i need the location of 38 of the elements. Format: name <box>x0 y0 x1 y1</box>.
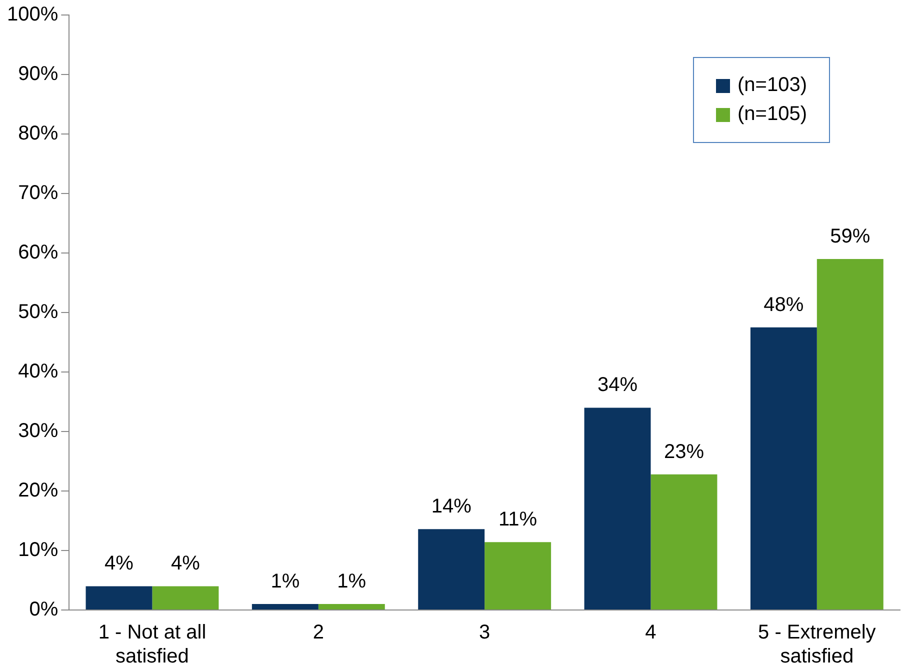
bar <box>152 586 219 610</box>
bar <box>318 604 385 610</box>
legend-label: (n=105) <box>736 103 807 126</box>
legend-label: (n=103) <box>736 74 807 97</box>
bar <box>584 408 651 610</box>
y-tick-label: 10% <box>18 539 58 562</box>
x-tick-label: 1 - Not at all satisfied <box>98 622 206 668</box>
data-label: 59% <box>830 225 870 248</box>
data-label: 23% <box>664 440 704 463</box>
bar <box>650 474 718 610</box>
data-label: 48% <box>764 294 804 316</box>
y-tick-label: 30% <box>18 420 58 442</box>
data-label: 4% <box>104 552 134 575</box>
x-tick-label: 5 - Extremely satisfied <box>758 622 876 668</box>
data-label: 1% <box>270 570 300 593</box>
y-tick-label: 70% <box>18 182 58 204</box>
y-tick-label: 90% <box>18 63 58 86</box>
bar <box>816 258 884 610</box>
x-tick-label: 3 <box>479 622 490 644</box>
data-label: 14% <box>431 496 472 518</box>
y-tick-label: 50% <box>18 301 58 324</box>
y-tick-label: 60% <box>18 242 58 264</box>
bar <box>484 542 552 610</box>
data-label: 11% <box>498 508 538 531</box>
y-tick-label: 20% <box>18 480 58 502</box>
y-tick-label: 80% <box>18 122 58 145</box>
y-tick-label: 40% <box>18 360 58 383</box>
data-label: 34% <box>597 374 638 396</box>
y-tick-label: 100% <box>6 4 58 26</box>
data-label: 4% <box>171 552 200 575</box>
bar <box>750 327 817 610</box>
bar <box>86 586 152 610</box>
data-label: 1% <box>337 570 366 593</box>
bar <box>252 604 318 610</box>
x-tick-label: 4 <box>645 622 656 644</box>
x-tick-label: 2 <box>312 622 324 644</box>
bar <box>418 529 485 610</box>
y-tick-label: 0% <box>29 598 58 621</box>
